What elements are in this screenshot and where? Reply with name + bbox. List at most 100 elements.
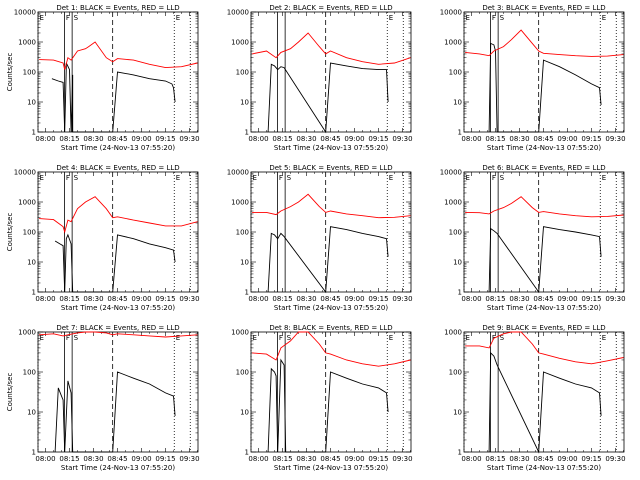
x-tick-label: 09:15 bbox=[581, 295, 601, 303]
x-tick-label: 08:00 bbox=[248, 455, 268, 463]
events-series-line bbox=[488, 42, 602, 133]
marker-label: E bbox=[602, 174, 606, 182]
x-tick-label: 09:00 bbox=[131, 135, 151, 143]
events-series-line bbox=[488, 351, 602, 454]
marker-label: F bbox=[66, 174, 70, 182]
x-tick-label: 08:15 bbox=[272, 455, 292, 463]
y-tick-label: 100 bbox=[236, 229, 249, 237]
y-tick-label: 10 bbox=[453, 99, 462, 107]
marker-label: E bbox=[176, 334, 180, 342]
x-tick-label: 08:00 bbox=[35, 295, 55, 303]
y-tick-label: 10 bbox=[27, 99, 36, 107]
detector-panel-1: 1 10 100 1000 10000 08:00 08:15 08:30 08:45 09:00… bbox=[6, 4, 200, 152]
x-tick-label: 08:45 bbox=[107, 295, 127, 303]
y-axis-label: Counts/sec bbox=[6, 213, 14, 252]
y-tick-label: 100 bbox=[23, 369, 36, 377]
x-tick-label: 08:30 bbox=[296, 135, 316, 143]
events-series-line bbox=[267, 62, 389, 134]
panel-title: Det 3: BLACK = Events, RED = LLD bbox=[482, 4, 605, 12]
x-tick-label: 09:15 bbox=[155, 295, 175, 303]
x-tick-label: 08:00 bbox=[35, 455, 55, 463]
x-axis-label: Start Time (24-Nov-13 07:55:20) bbox=[487, 144, 601, 152]
y-axis-label: Counts/sec bbox=[6, 373, 14, 412]
x-tick-label: 08:00 bbox=[248, 135, 268, 143]
x-tick-label: 09:00 bbox=[557, 295, 577, 303]
x-tick-label: 08:15 bbox=[485, 455, 505, 463]
y-tick-label: 10000 bbox=[14, 169, 36, 177]
panel-title: Det 7: BLACK = Events, RED = LLD bbox=[56, 324, 179, 332]
marker-label: E bbox=[40, 174, 44, 182]
x-tick-label: 08:45 bbox=[320, 135, 340, 143]
y-tick-label: 10 bbox=[27, 409, 36, 417]
y-tick-label: 10 bbox=[27, 259, 36, 267]
x-axis-label: Start Time (24-Nov-13 07:55:20) bbox=[61, 464, 175, 472]
x-tick-label: 08:30 bbox=[296, 455, 316, 463]
y-tick-label: 1 bbox=[458, 129, 462, 137]
y-tick-label: 1000 bbox=[444, 199, 462, 207]
y-tick-label: 100 bbox=[23, 229, 36, 237]
x-tick-label: 08:45 bbox=[320, 455, 340, 463]
lld-series-line bbox=[39, 331, 198, 338]
x-tick-label: 08:00 bbox=[461, 455, 481, 463]
y-tick-label: 10 bbox=[240, 99, 249, 107]
lld-series-line bbox=[252, 331, 411, 367]
marker-label: S bbox=[500, 174, 505, 182]
y-tick-label: 1 bbox=[245, 289, 249, 297]
x-axis-label: Start Time (24-Nov-13 07:55:20) bbox=[61, 144, 175, 152]
x-axis-label: Start Time (24-Nov-13 07:55:20) bbox=[274, 304, 388, 312]
y-tick-label: 1 bbox=[458, 449, 462, 457]
marker-label: S bbox=[287, 334, 292, 342]
marker-label: S bbox=[500, 334, 505, 342]
x-tick-label: 09:15 bbox=[581, 455, 601, 463]
y-tick-label: 10000 bbox=[14, 9, 36, 17]
x-axis-label: Start Time (24-Nov-13 07:55:20) bbox=[61, 304, 175, 312]
x-tick-label: 09:30 bbox=[605, 455, 625, 463]
y-tick-label: 100 bbox=[449, 69, 462, 77]
x-tick-label: 09:30 bbox=[605, 295, 625, 303]
x-tick-label: 09:30 bbox=[605, 135, 625, 143]
x-tick-label: 08:30 bbox=[509, 135, 529, 143]
x-tick-label: 08:15 bbox=[59, 295, 79, 303]
detector-panel-9: 1 10 100 1000 08:00 08:15 08:30 08:45 09:00 09:15… bbox=[444, 324, 625, 472]
marker-label: E bbox=[389, 334, 393, 342]
marker-label: S bbox=[74, 14, 79, 22]
x-tick-label: 09:00 bbox=[344, 455, 364, 463]
marker-label: E bbox=[602, 334, 606, 342]
x-tick-label: 08:30 bbox=[83, 455, 103, 463]
marker-label: S bbox=[287, 174, 292, 182]
y-tick-label: 100 bbox=[236, 369, 249, 377]
y-tick-label: 1 bbox=[245, 129, 249, 137]
events-series-line bbox=[51, 62, 176, 133]
panel-title: Det 6: BLACK = Events, RED = LLD bbox=[482, 164, 605, 172]
y-tick-label: 10000 bbox=[227, 9, 249, 17]
y-tick-label: 100 bbox=[449, 369, 462, 377]
y-tick-label: 1000 bbox=[231, 329, 249, 337]
panel-title: Det 9: BLACK = Events, RED = LLD bbox=[482, 324, 605, 332]
y-tick-label: 10 bbox=[453, 409, 462, 417]
lld-series-line bbox=[39, 41, 198, 70]
marker-label: S bbox=[74, 334, 79, 342]
x-axis-label: Start Time (24-Nov-13 07:55:20) bbox=[274, 464, 388, 472]
y-tick-label: 100 bbox=[236, 69, 249, 77]
x-tick-label: 09:00 bbox=[344, 295, 364, 303]
x-tick-label: 08:00 bbox=[461, 295, 481, 303]
x-tick-label: 09:15 bbox=[155, 455, 175, 463]
marker-label: E bbox=[466, 174, 470, 182]
x-tick-label: 08:15 bbox=[59, 455, 79, 463]
panel-title: Det 8: BLACK = Events, RED = LLD bbox=[269, 324, 392, 332]
marker-label: F bbox=[279, 174, 283, 182]
x-tick-label: 09:00 bbox=[557, 135, 577, 143]
marker-label: S bbox=[500, 14, 505, 22]
x-tick-label: 09:30 bbox=[179, 295, 199, 303]
x-tick-label: 09:15 bbox=[368, 455, 388, 463]
y-tick-label: 1000 bbox=[18, 329, 36, 337]
marker-label: F bbox=[492, 174, 496, 182]
y-tick-label: 1000 bbox=[18, 39, 36, 47]
marker-label: E bbox=[40, 334, 44, 342]
marker-label: E bbox=[40, 14, 44, 22]
x-tick-label: 09:00 bbox=[131, 455, 151, 463]
lld-series-line bbox=[39, 196, 198, 234]
marker-label: F bbox=[492, 14, 496, 22]
y-tick-label: 10000 bbox=[440, 9, 462, 17]
